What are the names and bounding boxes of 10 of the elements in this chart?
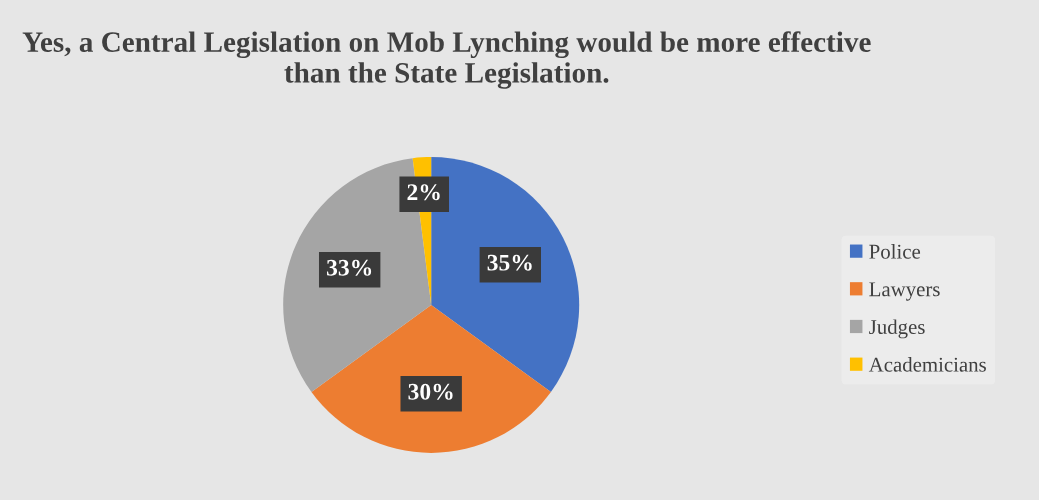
legend-label: Judges — [869, 319, 925, 339]
legend-label: Police — [869, 244, 921, 259]
chart-title: Yes, a Central Legislation on Mob Lynching would be more effective than the State Legislation. — [22, 31, 871, 89]
data-label: 2% — [407, 184, 440, 201]
data-label: 35% — [487, 254, 532, 271]
legend-label: Lawyers — [869, 282, 940, 301]
pie-slice — [311, 305, 551, 453]
data-label: 33% — [326, 259, 372, 276]
legend-label: Academicians — [868, 357, 986, 372]
data-label: 30% — [408, 383, 453, 400]
